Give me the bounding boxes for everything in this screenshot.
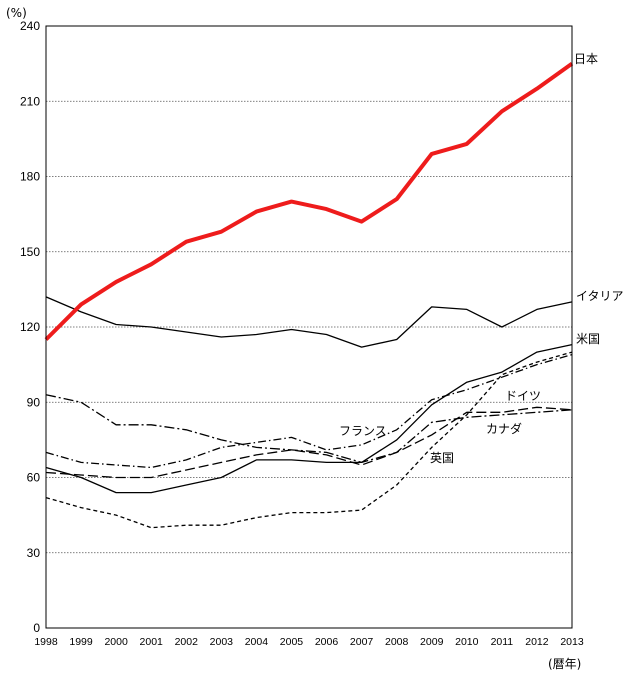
y-axis-label: (%) (6, 6, 27, 20)
x-axis-ticks: 1998 1999 2000 2001 2002 2003 2004 2005 2006 2007… (34, 636, 584, 648)
series-label-canada: カナダ (486, 421, 522, 436)
series-label-usa: 米国 (576, 332, 600, 346)
x-tick-2004: 2004 (245, 636, 269, 648)
series-label-germany: ドイツ (505, 389, 541, 403)
series-labels: 日本 イタリア 米国 ドイツ フランス カナダ 英国 (339, 52, 624, 465)
y-tick-60: 60 (27, 471, 41, 485)
x-tick-2013: 2013 (560, 636, 584, 648)
y-tick-180: 180 (20, 170, 40, 184)
series-label-italy: イタリア (576, 289, 624, 303)
series-label-france: フランス (339, 424, 387, 438)
x-tick-2009: 2009 (420, 636, 444, 648)
y-tick-90: 90 (27, 395, 41, 409)
series-line-6 (45, 351, 573, 529)
y-tick-240: 240 (20, 19, 40, 33)
series-line-5 (45, 394, 573, 464)
x-tick-2011: 2011 (491, 636, 514, 648)
x-tick-2008: 2008 (385, 636, 409, 648)
x-axis-label: (暦年) (548, 657, 581, 671)
y-tick-210: 210 (20, 94, 40, 108)
series-label-uk: 英国 (430, 451, 454, 465)
x-tick-2006: 2006 (315, 636, 339, 648)
x-tick-2002: 2002 (175, 636, 199, 648)
x-tick-2001: 2001 (140, 636, 164, 648)
plot-frame (45, 25, 573, 629)
y-axis-ticks: 0 30 60 90 120 150 180 210 240 (20, 19, 40, 635)
grid-lines (46, 100, 572, 554)
y-tick-30: 30 (27, 546, 41, 560)
series-line-1 (45, 296, 573, 348)
x-tick-2007: 2007 (350, 636, 374, 648)
series-lines (44, 61, 574, 529)
x-tick-2012: 2012 (525, 636, 549, 648)
x-tick-2000: 2000 (104, 636, 128, 648)
x-tick-1999: 1999 (69, 636, 93, 648)
x-tick-1998: 1998 (34, 636, 58, 648)
series-line-2 (45, 343, 573, 494)
x-tick-2010: 2010 (455, 636, 479, 648)
y-tick-120: 120 (20, 320, 40, 334)
series-line-4 (45, 353, 573, 469)
y-tick-150: 150 (20, 245, 40, 259)
series-line-0 (44, 61, 574, 341)
x-tick-2003: 2003 (210, 636, 234, 648)
x-tick-2005: 2005 (280, 636, 304, 648)
series-label-japan: 日本 (574, 52, 598, 66)
y-tick-0: 0 (33, 621, 40, 635)
series-line-3 (45, 406, 573, 479)
